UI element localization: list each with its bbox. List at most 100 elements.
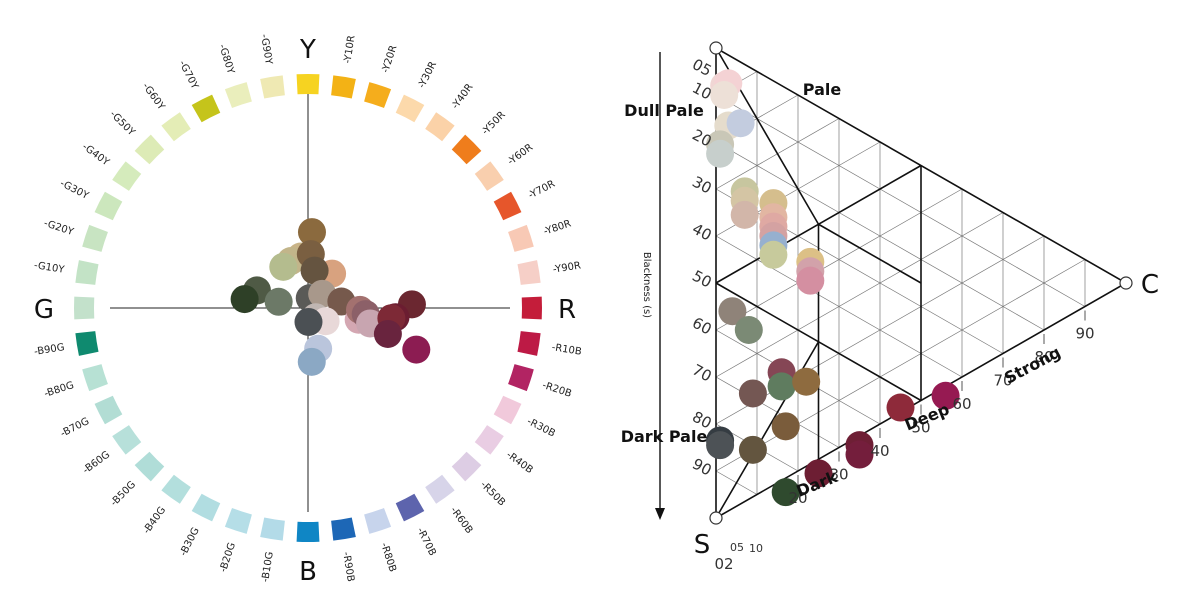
hue-label-r10b: -R10B — [551, 342, 583, 358]
circle-sample-dots — [230, 218, 431, 376]
blackness-tick-label: 60 — [689, 314, 714, 339]
triangle-sample-dot — [706, 139, 735, 168]
hue-segment-g10y — [75, 260, 99, 285]
hue-label-g80y: -G80Y — [216, 43, 236, 76]
circle-sample-dot — [373, 319, 402, 348]
pole-label-b: B — [299, 557, 317, 587]
triangle-sample-dot — [767, 372, 796, 401]
pole-label-g: G — [34, 295, 54, 325]
hue-segment-r — [521, 296, 543, 320]
hue-segment-r10b — [517, 331, 541, 356]
triangle-sample-dot — [710, 81, 739, 109]
hue-segment-y10r — [331, 75, 356, 99]
hue-segment-g20y — [82, 224, 108, 252]
bottom-small-tick-label: 02 — [714, 555, 733, 573]
hue-label-y90r: -Y90R — [552, 260, 582, 275]
hue-label-b80g: -B80G — [43, 380, 75, 400]
hue-segment-g80y — [224, 82, 252, 108]
triangle-outline — [715, 46, 1128, 520]
triangle-sample-dot — [796, 266, 825, 295]
triangle-sample-dot — [738, 379, 767, 408]
hue-label-y70r: -Y70R — [527, 179, 557, 202]
triangle-sample-dot — [845, 440, 874, 469]
hue-segment-b40g — [161, 474, 191, 504]
hue-label-g70y: -G70Y — [176, 59, 200, 92]
triangle-sample-dot — [730, 200, 759, 229]
region-label-dark-pale: Dark Pale — [621, 427, 708, 446]
circle-sample-dot — [297, 347, 326, 376]
hue-label-y10r: -Y10R — [342, 35, 357, 65]
hue-label-y30r: -Y30R — [417, 60, 440, 90]
chromaticness-tick-label: 70 — [993, 372, 1012, 390]
grid-line-whiteness — [715, 212, 1004, 378]
hue-segment-y80r — [508, 224, 534, 252]
white-vertex-marker — [709, 41, 723, 55]
blackness-tick-label: 05 — [689, 55, 714, 80]
region-boundary — [818, 223, 922, 284]
chromaticness-tick-label: 20 — [788, 489, 807, 507]
hue-label-g20y: -G20Y — [42, 218, 75, 238]
hue-label-g60y: -G60Y — [140, 81, 167, 113]
triangle-sample-dot — [734, 316, 763, 344]
hue-segment-y60r — [474, 161, 504, 191]
vertex-label-s: S — [694, 530, 711, 560]
hue-segment-y20r — [364, 82, 392, 108]
hue-segment-r70b — [395, 493, 425, 522]
region-label-dull-pale: Dull Pale — [624, 101, 704, 120]
triangle-grid — [715, 71, 1086, 495]
hue-label-y40r: -Y40R — [450, 82, 476, 111]
triangle-sample-dot — [738, 435, 767, 464]
hue-label-r80b: -R80B — [378, 541, 398, 573]
hue-label-b10g: -B10G — [260, 551, 276, 583]
hue-segment-r60b — [425, 474, 455, 504]
bottom-small-tick-label: 10 — [749, 542, 763, 555]
chromaticness-tick-label: 50 — [911, 419, 930, 437]
blackness-axis-arrowhead — [655, 508, 665, 520]
hue-segment-b90g — [75, 331, 99, 356]
hue-label-r60b: -R60B — [448, 505, 475, 536]
blackness-tick-label: 70 — [689, 361, 714, 386]
hue-segment-b60g — [112, 425, 142, 455]
grid-line-blackness — [715, 94, 1086, 307]
hue-label-y80r: -Y80R — [542, 218, 572, 237]
chromaticness-tick-label: 80 — [1034, 348, 1053, 366]
pole-label-r: R — [558, 295, 576, 325]
hue-label-r30b: -R30B — [525, 416, 557, 440]
hue-label-b20g: -B20G — [218, 541, 238, 573]
triangle-sample-dot — [792, 367, 821, 396]
triangle-sample-dot — [886, 393, 915, 422]
circle-sample-dot — [297, 218, 326, 247]
hue-segment-b — [296, 521, 320, 543]
hue-segment-g40y — [112, 161, 142, 191]
triangle-sample-dot — [718, 297, 747, 326]
hue-segment-y50r — [451, 134, 482, 165]
hue-segment-g30y — [94, 191, 123, 221]
black-vertex-marker — [709, 511, 723, 525]
triangle-sample-dot — [771, 478, 800, 507]
circle-sample-dot — [264, 287, 293, 316]
hue-segment-b20g — [224, 508, 252, 534]
hue-segment-b10g — [260, 517, 285, 541]
hue-label-y50r: -Y50R — [480, 110, 508, 138]
hue-label-r90b: -R90B — [340, 551, 356, 583]
chromaticness-tick-label: 90 — [1075, 325, 1094, 343]
hue-label-g90y: -G90Y — [258, 33, 274, 66]
hue-label-r50b: -R50B — [478, 479, 507, 508]
hue-label-g10y: -G10Y — [33, 260, 66, 276]
triangle-sample-dot — [931, 381, 960, 410]
hue-segment-y40r — [425, 112, 455, 142]
chromaticness-tick-label: 30 — [829, 466, 848, 484]
hue-segment-b50g — [134, 451, 165, 482]
hue-segment-r40b — [474, 425, 504, 455]
circle-sample-dot — [269, 252, 298, 281]
hue-segment-r30b — [493, 395, 522, 425]
triangle-sample-dot — [804, 459, 833, 488]
region-label-pale: Pale — [803, 80, 842, 99]
hue-label-b40g: -B40G — [141, 505, 168, 536]
hue-segment-y90r — [517, 260, 541, 285]
hue-label-r20b: -R20B — [541, 380, 573, 400]
triangle-sample-dot — [706, 431, 735, 460]
triangle-sample-dot — [759, 240, 788, 269]
hue-label-g50y: -G50Y — [107, 109, 137, 139]
chromaticness-tick-label: 60 — [952, 395, 971, 413]
